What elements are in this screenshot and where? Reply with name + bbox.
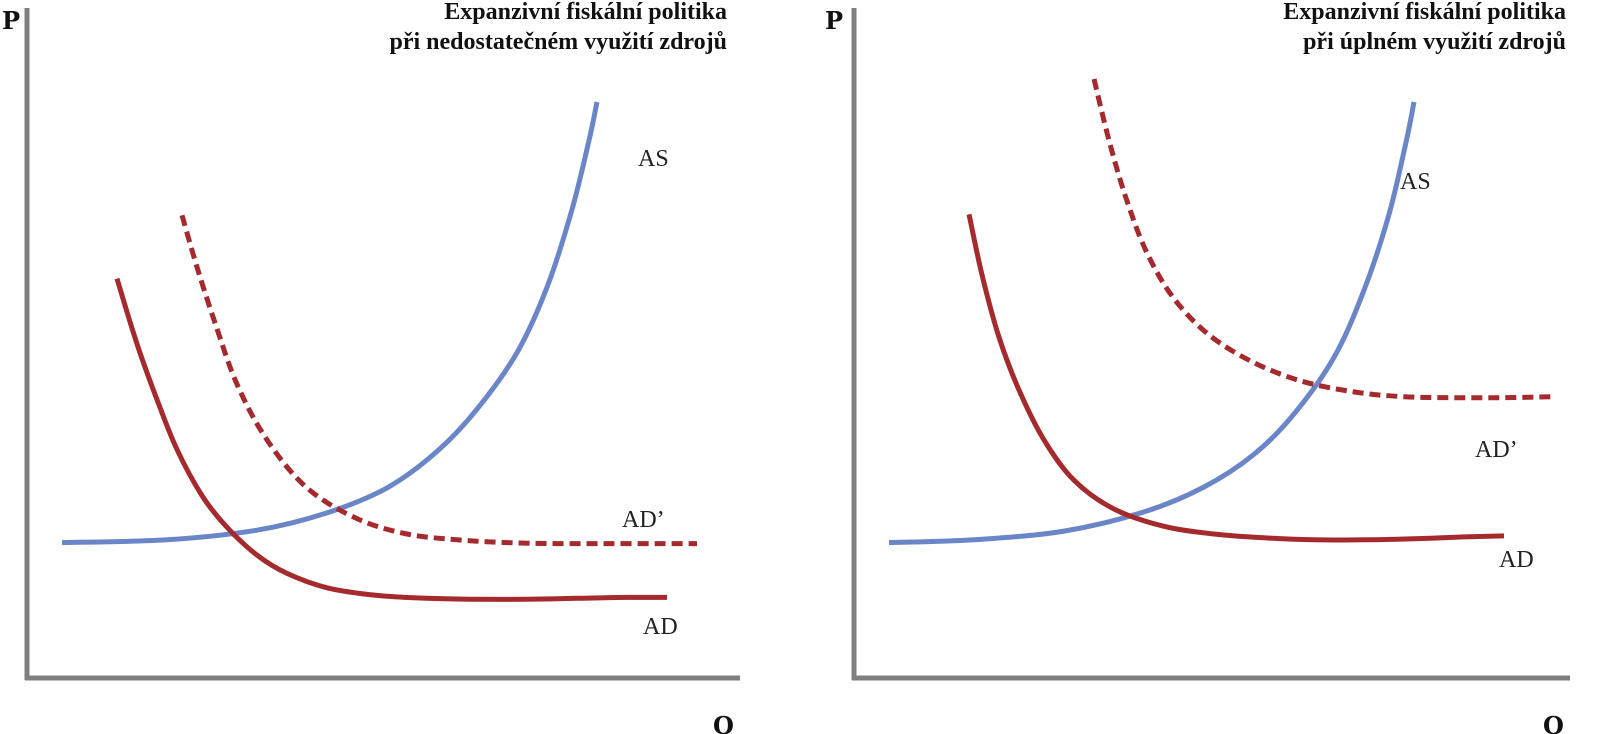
supply-curve [888, 101, 1417, 546]
ad-shifted-curve-label: AD’ [1475, 437, 1518, 463]
ad-shifted-curve-label: AD’ [622, 507, 665, 533]
panel-title-line1: Expanzivní fiskální politika [1283, 0, 1566, 25]
panel-title-line1: Expanzivní fiskální politika [444, 0, 727, 25]
panel-title-line2: při úplném využití zdrojů [1303, 29, 1566, 55]
demand-curve [966, 213, 1505, 543]
panel-title-line2: při nedostatečném využití zdrojů [389, 29, 727, 55]
supply-curve [61, 101, 600, 546]
x-axis-label: Q [713, 711, 734, 734]
as-curve-label: AS [1400, 169, 1431, 195]
demand-shifted-curve [179, 214, 697, 547]
y-axis-label: P [825, 6, 843, 35]
demand-shifted-curve [1091, 78, 1555, 401]
series-layer [61, 101, 697, 602]
demand-curve [114, 277, 668, 602]
ad-curve-label: AD [1499, 547, 1534, 573]
ad-curve-label: AD [643, 614, 678, 640]
y-axis-label: P [2, 6, 20, 35]
x-axis-label: Q [1543, 711, 1564, 734]
panel-underutilized: P Expanzivní fiskální politika při nedos… [2, 0, 740, 734]
as-curve-label: AS [638, 146, 669, 172]
panel-full-utilization: P Expanzivní fiskální politika při úplné… [825, 0, 1570, 734]
series-layer [888, 78, 1555, 546]
